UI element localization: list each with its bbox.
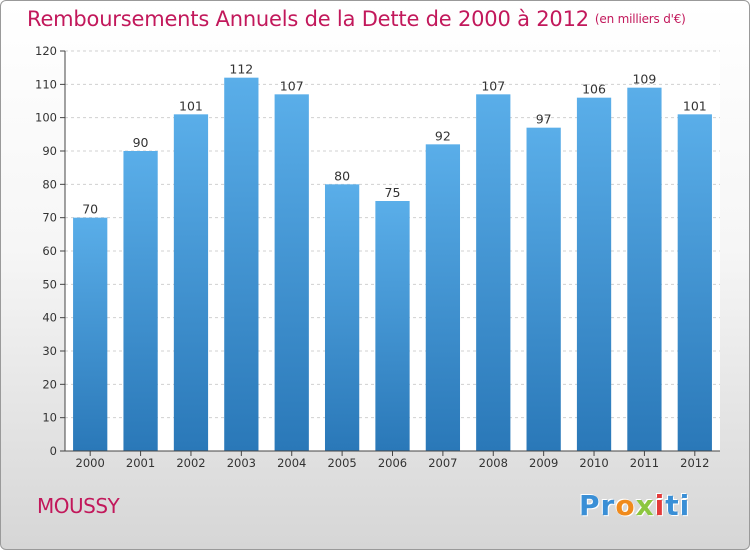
- chart-title-text: Remboursements Annuels de la Dette de 20…: [27, 7, 589, 31]
- bar: [73, 217, 108, 451]
- y-tick-label: 30: [42, 344, 57, 358]
- bar-value-label: 107: [481, 78, 505, 93]
- proxiti-logo: Proxiti: [579, 489, 690, 522]
- bar-value-label: 90: [133, 135, 149, 150]
- commune-name: MOUSSY: [37, 494, 120, 518]
- y-axis: 0 10 20 30 40 50 60 70 80 90 100 110 120: [35, 44, 66, 458]
- bar-value-label: 107: [280, 78, 304, 93]
- x-tick-label: 2011: [630, 456, 659, 470]
- logo-letter: t: [665, 489, 680, 522]
- bar: [375, 201, 410, 451]
- bar-value-label: 101: [683, 98, 707, 113]
- bar-value-label: 80: [334, 168, 350, 183]
- bar: [526, 127, 561, 452]
- bar-value-label: 101: [179, 98, 203, 113]
- x-tick-label: 2004: [277, 456, 306, 470]
- y-tick-label: 50: [42, 277, 57, 291]
- y-tick-label: 60: [42, 244, 57, 258]
- y-tick-label: 40: [42, 311, 57, 325]
- bar-value-label: 97: [536, 112, 552, 127]
- x-tick-label: 2006: [378, 456, 407, 470]
- logo-letter: r: [600, 489, 616, 522]
- x-tick-label: 2002: [176, 456, 205, 470]
- x-tick-label: 2010: [579, 456, 608, 470]
- x-tick-label: 2003: [227, 456, 256, 470]
- y-tick-label: 120: [35, 44, 57, 58]
- x-tick-label: 2009: [529, 456, 558, 470]
- x-tick-label: 2008: [479, 456, 508, 470]
- y-tick-label: 20: [42, 377, 57, 391]
- bar: [324, 184, 360, 452]
- bar: [425, 144, 461, 452]
- x-axis: 2000 2001 2002 2003 2004 2005 2006 2007 2008 2009…: [65, 450, 720, 470]
- y-tick-label: 80: [42, 177, 57, 191]
- bar-value-label: 109: [632, 72, 656, 87]
- bar: [173, 114, 209, 451]
- logo-letter: P: [579, 489, 601, 522]
- x-tick-label: 2007: [428, 456, 457, 470]
- y-tick-label: 0: [50, 444, 57, 458]
- x-tick-label: 2000: [76, 456, 105, 470]
- chart-title: Remboursements Annuels de la Dette de 20…: [27, 7, 686, 31]
- bar: [476, 94, 511, 451]
- bars: 70 90 101 112 107 80 75 92 107 97 106 109 101: [73, 62, 712, 452]
- bar-value-label: 112: [229, 62, 253, 77]
- bar: [224, 77, 259, 452]
- bar: [576, 97, 612, 452]
- logo-letter: i: [679, 489, 691, 522]
- x-tick-label: 2005: [327, 456, 356, 470]
- logo-letter: o: [615, 489, 636, 522]
- bar-value-label: 70: [82, 202, 98, 217]
- bar: [274, 94, 309, 451]
- logo-letter: x: [635, 489, 655, 522]
- logo-letter: i: [654, 489, 666, 522]
- bar-value-label: 75: [385, 185, 401, 200]
- y-tick-label: 100: [35, 111, 57, 125]
- bar-value-label: 106: [582, 82, 606, 97]
- bar: [123, 151, 158, 451]
- chart-unit: (en milliers d'€): [594, 12, 686, 26]
- bar-value-label: 92: [435, 128, 451, 143]
- y-tick-label: 90: [42, 144, 57, 158]
- bar: [677, 114, 712, 451]
- y-tick-label: 10: [42, 411, 57, 425]
- x-tick-label: 2012: [680, 456, 709, 470]
- x-tick-label: 2001: [126, 456, 155, 470]
- bar: [627, 87, 662, 452]
- y-tick-label: 110: [35, 77, 57, 91]
- y-tick-label: 70: [42, 211, 57, 225]
